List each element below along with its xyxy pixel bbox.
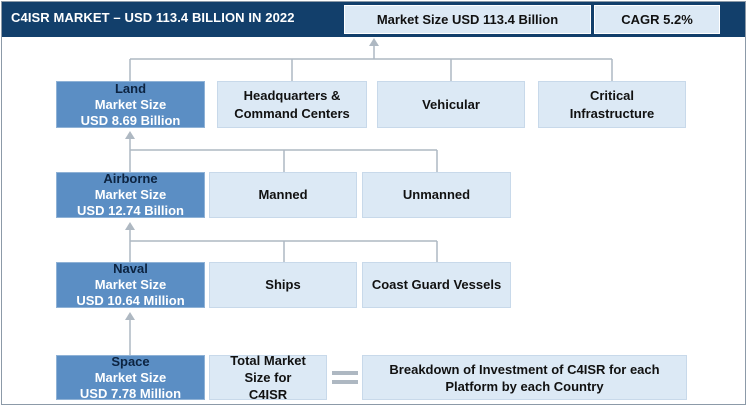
platform-land-name: Land: [114, 80, 147, 96]
platform-naval-label: Market Size: [94, 277, 167, 292]
platform-airborne-value: USD 12.74 Billion: [77, 203, 184, 218]
subsegment-coast-guard-box: Coast Guard Vessels: [362, 262, 511, 308]
breakdown-investment-box: Breakdown of Investment of C4ISR for eac…: [362, 355, 687, 400]
subsegment-manned-label: Manned: [258, 187, 308, 202]
subsegment-unmanned-label: Unmanned: [402, 187, 471, 202]
subsegment-headquarters-label: Headquarters & Command Centers: [234, 87, 350, 121]
platform-land-value: USD 8.69 Billion: [80, 112, 181, 128]
subsegment-headquarters-box: Headquarters & Command Centers: [217, 81, 367, 128]
platform-space-label: Market Size: [94, 369, 167, 385]
market-size-box: Market Size USD 113.4 Billion: [344, 5, 591, 34]
header-title: C4ISR MARKET – USD 113.4 BILLION IN 2022: [11, 10, 295, 25]
platform-land-label: Market Size: [94, 96, 167, 112]
subsegment-ships-box: Ships: [209, 262, 357, 308]
subsegment-vehicular-box: Vehicular: [377, 81, 525, 128]
arrowhead-naval: [125, 312, 135, 320]
platform-airborne-label: Market Size: [94, 187, 167, 202]
subsegment-manned-box: Manned: [209, 172, 357, 218]
platform-space-name: Space: [111, 353, 150, 369]
total-market-size-label: Total Market Size for C4ISR: [230, 353, 306, 402]
arrowhead-market-size: [369, 38, 379, 46]
subsegment-coast-guard-label: Coast Guard Vessels: [371, 277, 502, 292]
arrowhead-airborne: [125, 222, 135, 230]
subsegment-vehicular-label: Vehicular: [422, 96, 480, 112]
platform-airborne-name: Airborne: [103, 171, 158, 186]
platform-naval-box: Naval Market Size USD 10.64 Million: [56, 261, 205, 308]
subsegment-infrastructure-label: Critical Infrastructure: [569, 87, 655, 121]
platform-naval-name: Naval: [113, 261, 148, 276]
subsegment-infrastructure-box: Critical Infrastructure: [538, 81, 686, 128]
platform-airborne-box: Airborne Market Size USD 12.74 Billion: [56, 171, 205, 218]
platform-space-value: USD 7.78 Million: [79, 385, 182, 401]
subsegment-ships-label: Ships: [265, 277, 301, 292]
total-market-size-box: Total Market Size for C4ISR: [209, 353, 327, 402]
platform-naval-value: USD 10.64 Million: [76, 293, 185, 308]
platform-space-box: Space Market Size USD 7.78 Million: [56, 353, 205, 401]
equals-sign-bottom-bar: [332, 380, 358, 384]
arrowhead-land: [125, 131, 135, 139]
breakdown-investment-label: Breakdown of Investment of C4ISR for eac…: [389, 361, 660, 394]
platform-land-box: Land Market Size USD 8.69 Billion: [56, 81, 205, 128]
subsegment-unmanned-box: Unmanned: [362, 172, 511, 218]
cagr-box: CAGR 5.2%: [594, 5, 720, 34]
equals-sign-top-bar: [332, 371, 358, 375]
